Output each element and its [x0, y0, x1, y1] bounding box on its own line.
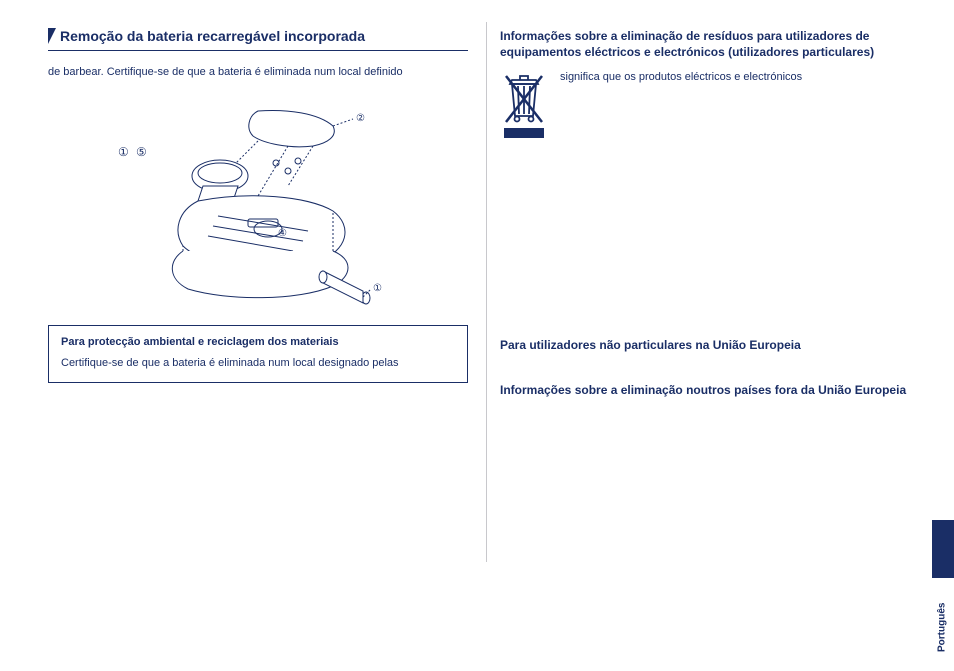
weee-block: significa que os produtos eléctricos e e…	[500, 70, 920, 138]
left-column: Remoção da bateria recarregável incorpor…	[48, 28, 468, 383]
callout-4: ④	[278, 228, 287, 239]
callout-5: ⑤	[136, 145, 147, 159]
outside-eu-heading: Informações sobre a eliminação noutros p…	[500, 382, 920, 398]
right-column: Informações sobre a eliminação de resídu…	[500, 28, 920, 399]
non-private-users-heading: Para utilizadores não particulares na Un…	[500, 338, 920, 352]
callout-1b: ①	[373, 283, 382, 294]
exploded-diagram-container: ① ⑤ ②	[48, 101, 468, 311]
box-title: Para protecção ambiental e reciclagem do…	[61, 336, 455, 348]
weee-text: significa que os produtos eléctricos e e…	[560, 70, 802, 86]
language-tab	[932, 520, 954, 578]
weee-crossed-bin-icon	[500, 70, 548, 138]
intro-text: de barbear. Certifique-se de que a bater…	[48, 65, 468, 81]
language-label: Português	[932, 582, 952, 652]
section-title: Remoção da bateria recarregável incorpor…	[48, 28, 468, 51]
column-divider	[486, 22, 487, 562]
environmental-notice-box: Para protecção ambiental e reciclagem do…	[48, 325, 468, 383]
disposal-info-heading: Informações sobre a eliminação de resídu…	[500, 28, 920, 60]
callout-2: ②	[356, 113, 365, 124]
manual-page: Remoção da bateria recarregável incorpor…	[0, 0, 954, 671]
callout-1: ①	[118, 145, 129, 159]
box-text: Certifique-se de que a bateria é elimina…	[61, 356, 455, 372]
shaver-exploded-diagram: ① ⑤ ②	[108, 101, 408, 311]
